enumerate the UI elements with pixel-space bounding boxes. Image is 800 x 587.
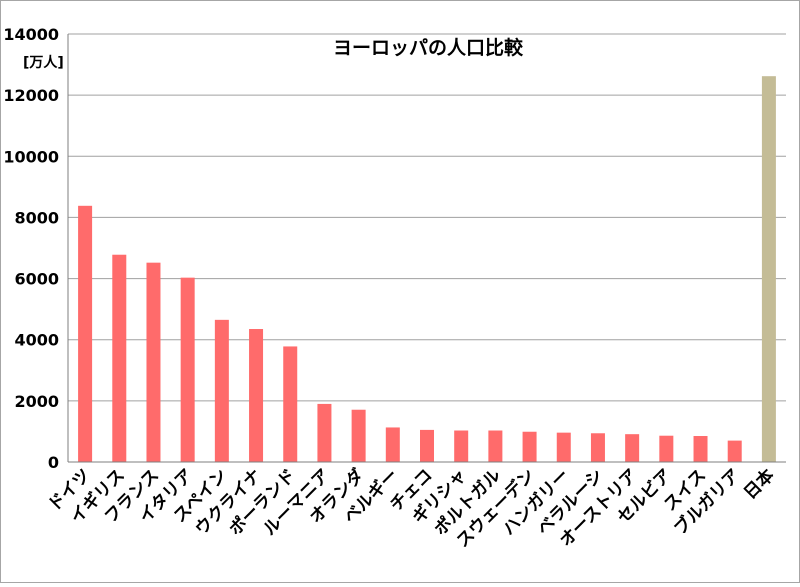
y-axis-unit-label: [万人] bbox=[23, 54, 64, 71]
bar-17 bbox=[659, 435, 674, 462]
y-tick-label: 8000 bbox=[14, 208, 59, 227]
axes bbox=[67, 34, 786, 463]
bars bbox=[78, 76, 776, 462]
bar-7 bbox=[317, 403, 332, 462]
bar-10 bbox=[420, 429, 434, 462]
bar-20 bbox=[761, 76, 776, 462]
chart-title: ヨーロッパの人口比較 bbox=[333, 36, 524, 59]
y-tick-labels: 0 2000 4000 6000 8000 10000 12000 14000 bbox=[3, 25, 59, 472]
y-tick-label: 6000 bbox=[14, 270, 59, 289]
bar-5 bbox=[249, 329, 264, 462]
bar-12 bbox=[488, 430, 503, 462]
y-tick-label: 14000 bbox=[3, 25, 59, 44]
y-tick-label: 4000 bbox=[14, 331, 59, 350]
bar-15 bbox=[590, 433, 605, 462]
bar-8 bbox=[351, 409, 366, 462]
y-tick-label: 2000 bbox=[14, 392, 59, 411]
bar-19 bbox=[727, 440, 742, 462]
bar-13 bbox=[522, 431, 537, 462]
bar-18 bbox=[693, 436, 708, 462]
bar-16 bbox=[625, 434, 640, 462]
bar-9 bbox=[385, 427, 400, 462]
bar-0 bbox=[78, 205, 93, 462]
y-tick-label: 10000 bbox=[3, 147, 59, 166]
bar-3 bbox=[180, 277, 195, 462]
y-tick-label: 0 bbox=[48, 453, 59, 472]
x-category-labels: ドイツイギリスフランスイタリアスペインウクライナポーランドルーマニアオランダベル… bbox=[44, 465, 778, 552]
bar-6 bbox=[283, 346, 298, 462]
bar-2 bbox=[146, 262, 161, 462]
bar-4 bbox=[214, 319, 229, 462]
y-tick-label: 12000 bbox=[3, 86, 59, 105]
gridlines bbox=[68, 33, 786, 402]
x-category-label: 日本 bbox=[740, 465, 779, 504]
bar-11 bbox=[454, 430, 469, 462]
bar-1 bbox=[112, 254, 127, 462]
bar-14 bbox=[556, 432, 571, 462]
